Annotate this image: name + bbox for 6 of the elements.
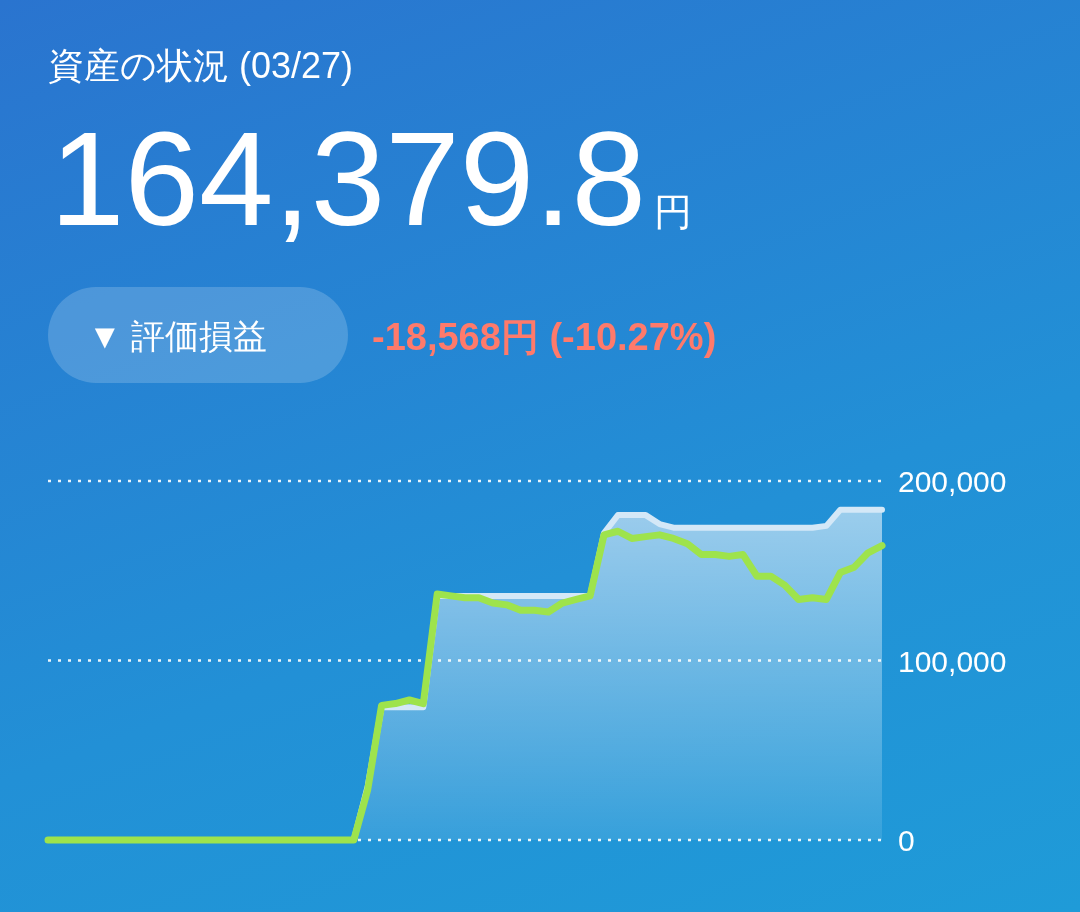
y-tick-label: 0 — [898, 824, 915, 857]
y-tick-label: 100,000 — [898, 644, 1007, 678]
y-tick-label: 200,000 — [898, 465, 1007, 498]
text: -18,568円 (-10.27%) — [372, 316, 717, 358]
text: ▼ 評価損益 — [88, 317, 268, 355]
chart-title: 資産の状況 (03/27) — [48, 45, 354, 86]
